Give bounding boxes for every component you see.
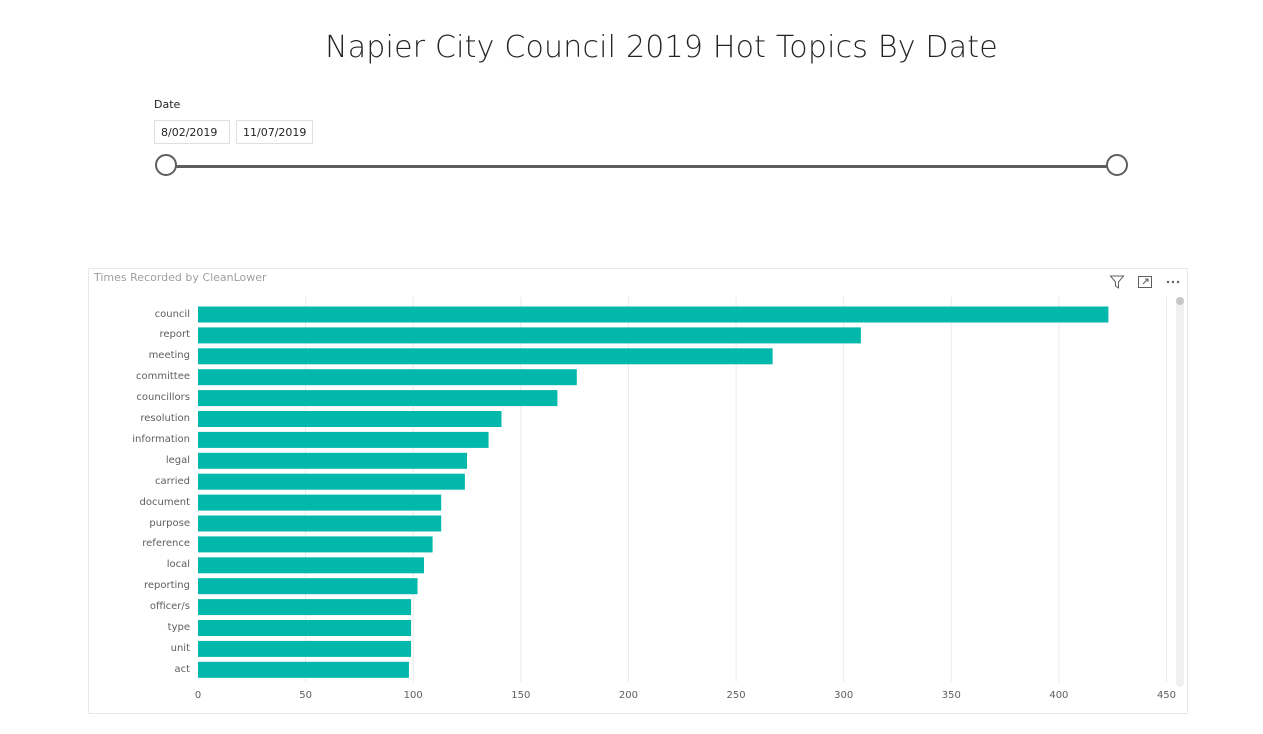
category-label: type: [167, 622, 190, 633]
date-range-track[interactable]: [167, 165, 1117, 168]
bar-resolution[interactable]: [198, 411, 502, 427]
category-label: carried: [155, 475, 190, 487]
bar-reporting[interactable]: [198, 578, 418, 595]
bar-act[interactable]: [198, 661, 409, 678]
scrollbar-thumb[interactable]: [1176, 297, 1184, 305]
bar-report[interactable]: [198, 327, 861, 344]
bar-document[interactable]: [198, 494, 442, 511]
end-date-handle[interactable]: [1106, 154, 1128, 176]
tick-label: 100: [403, 690, 423, 701]
bar-meeting[interactable]: [198, 348, 773, 365]
category-label: act: [174, 663, 190, 675]
tick-label: 50: [299, 690, 312, 701]
category-label: committee: [135, 371, 190, 383]
visual-title: Times Recorded by CleanLower: [94, 271, 267, 284]
category-label: officer/s: [149, 601, 190, 613]
category-label: legal: [165, 454, 190, 466]
bar-council[interactable]: [198, 306, 1109, 323]
category-label: reporting: [143, 580, 190, 592]
bar-chart-visual: Times Recorded by CleanLower council repo…: [88, 268, 1188, 714]
end-date-input[interactable]: 11/07/2019: [236, 120, 313, 144]
vertical-scrollbar[interactable]: [1176, 297, 1184, 687]
tick-label: 450: [1156, 690, 1177, 701]
tick-label: 400: [1049, 690, 1069, 701]
tick-label: 300: [834, 690, 854, 701]
tick-label: 0: [194, 690, 202, 701]
category-label: council: [154, 308, 190, 320]
bar-type[interactable]: [198, 620, 412, 636]
chart-plot-area: [198, 297, 1167, 682]
tick-label: 350: [941, 690, 961, 701]
start-date-handle[interactable]: [155, 154, 177, 176]
slicer-label: Date: [154, 98, 181, 111]
filter-icon[interactable]: [1107, 272, 1127, 292]
category-label: local: [166, 559, 190, 571]
tick-label: 250: [726, 690, 746, 701]
more-options-icon[interactable]: [1163, 272, 1183, 292]
category-label: resolution: [140, 413, 190, 424]
bar-purpose[interactable]: [198, 515, 442, 532]
tick-label: 150: [511, 690, 531, 701]
start-date-input[interactable]: 8/02/2019: [154, 120, 230, 144]
bar-councillors[interactable]: [198, 390, 558, 407]
bar-officer-s[interactable]: [198, 599, 412, 616]
category-label: meeting: [148, 350, 190, 362]
bar-information[interactable]: [198, 431, 489, 448]
bar-carried[interactable]: [198, 473, 465, 490]
bar-committee[interactable]: [198, 369, 577, 386]
category-label: unit: [170, 642, 190, 654]
visual-header: [1107, 272, 1183, 292]
focus-mode-icon[interactable]: [1135, 272, 1155, 292]
date-slicer: Date 8/02/2019 11/07/2019: [154, 98, 1144, 188]
bar-reference[interactable]: [198, 536, 433, 553]
category-label: report: [159, 329, 190, 341]
category-label: reference: [142, 538, 190, 550]
bar-unit[interactable]: [198, 640, 412, 657]
category-label: purpose: [149, 517, 190, 529]
category-label: information: [132, 433, 190, 445]
category-label: document: [139, 496, 190, 508]
bar-legal[interactable]: [198, 452, 468, 469]
page-title: Napier City Council 2019 Hot Topics By D…: [325, 30, 998, 65]
bar-local[interactable]: [198, 557, 424, 574]
category-label: councillors: [136, 392, 190, 404]
tick-label: 200: [618, 690, 638, 701]
